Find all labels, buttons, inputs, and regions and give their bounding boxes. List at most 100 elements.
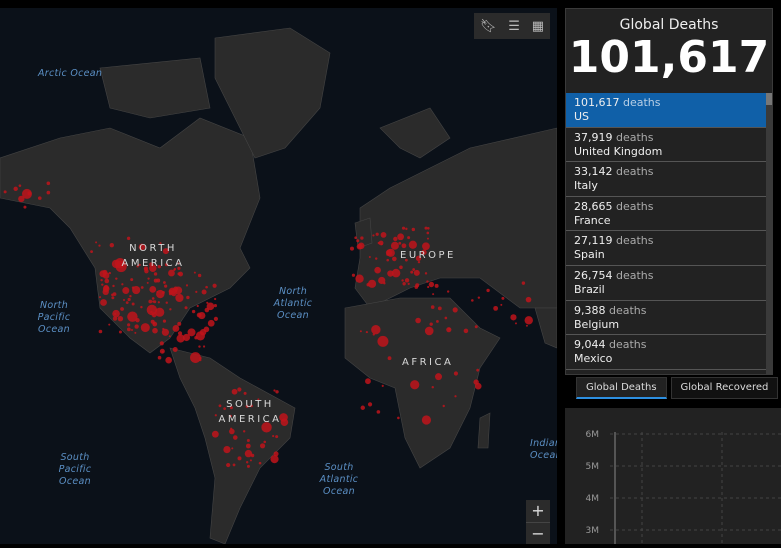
death-marker[interactable] [117,316,124,322]
death-marker[interactable] [164,284,168,288]
death-marker[interactable] [197,273,202,278]
death-marker[interactable] [245,443,251,449]
tab-global-recovered[interactable]: Global Recovered [670,377,779,399]
death-marker[interactable] [3,190,7,194]
basemap-gallery-icon[interactable]: ▦ [531,18,545,34]
death-marker[interactable] [444,316,448,320]
death-marker[interactable] [359,330,362,333]
death-marker[interactable] [131,328,134,331]
death-marker[interactable] [159,341,164,346]
death-marker[interactable] [186,295,190,300]
death-marker[interactable] [525,296,532,303]
death-marker[interactable] [245,461,249,464]
death-marker[interactable] [407,236,411,240]
death-marker[interactable] [424,326,434,336]
death-marker[interactable] [177,321,182,326]
death-marker[interactable] [129,294,132,298]
death-marker[interactable] [377,335,389,347]
death-marker[interactable] [118,330,122,334]
death-marker[interactable] [514,322,517,325]
death-marker[interactable] [429,322,433,326]
death-marker[interactable] [398,241,402,245]
death-marker[interactable] [100,278,103,282]
death-marker[interactable] [232,463,236,467]
country-list-item[interactable]: 33,142 deaths Italy [566,162,766,197]
death-marker[interactable] [46,181,51,186]
death-marker[interactable] [435,373,443,381]
death-marker[interactable] [442,404,445,408]
death-marker[interactable] [140,305,143,309]
death-marker[interactable] [411,227,416,232]
death-marker[interactable] [205,285,208,289]
death-marker[interactable] [214,297,217,301]
death-marker[interactable] [184,306,188,310]
death-marker[interactable] [367,402,373,407]
death-marker[interactable] [172,347,178,353]
death-marker[interactable] [127,311,138,322]
death-marker[interactable] [378,276,386,285]
death-marker[interactable] [140,323,150,333]
death-marker[interactable] [134,331,137,334]
death-marker[interactable] [410,270,414,274]
death-marker[interactable] [146,281,149,284]
death-marker[interactable] [177,266,181,270]
death-marker[interactable] [165,301,168,304]
country-list-item[interactable]: 28,665 deaths France [566,197,766,232]
death-marker[interactable] [245,404,249,408]
death-marker[interactable] [272,434,275,438]
death-marker[interactable] [380,243,383,246]
death-marker[interactable] [140,286,144,289]
death-marker[interactable] [169,308,172,311]
death-marker[interactable] [198,311,206,320]
bookmark-icon[interactable]: 🔖︎ [479,18,497,34]
death-marker[interactable] [408,240,417,249]
death-marker[interactable] [474,325,478,329]
death-marker[interactable] [421,415,432,425]
death-marker[interactable] [390,241,399,250]
death-marker[interactable] [415,283,420,288]
list-scrollbar[interactable] [766,93,772,374]
death-marker[interactable] [147,277,150,280]
death-marker[interactable] [98,329,103,334]
death-marker[interactable] [99,296,102,299]
death-marker[interactable] [525,324,528,327]
death-marker[interactable] [354,236,357,239]
death-marker[interactable] [501,296,505,300]
death-marker[interactable] [46,190,51,195]
death-marker[interactable] [27,191,32,196]
death-marker[interactable] [510,314,517,321]
death-marker[interactable] [168,269,175,277]
death-marker[interactable] [380,231,387,238]
death-marker[interactable] [229,428,235,435]
death-marker[interactable] [229,414,232,418]
death-marker[interactable] [393,236,398,242]
death-marker[interactable] [149,262,154,267]
death-marker[interactable] [243,391,247,395]
death-marker[interactable] [365,330,368,334]
death-marker[interactable] [424,272,428,275]
death-marker[interactable] [213,316,219,322]
death-marker[interactable] [230,427,233,430]
death-marker[interactable] [101,283,104,286]
death-marker[interactable] [109,243,115,248]
death-marker[interactable] [387,356,392,361]
country-list-item[interactable]: 37,919 deaths United Kingdom [566,128,766,163]
death-marker[interactable] [426,280,429,283]
death-marker[interactable] [214,414,217,417]
death-marker[interactable] [111,296,115,300]
death-marker[interactable] [270,455,279,464]
death-marker[interactable] [155,307,165,317]
death-marker[interactable] [426,231,430,235]
death-marker[interactable] [453,371,459,376]
death-marker[interactable] [127,323,131,327]
death-marker[interactable] [173,268,176,272]
death-marker[interactable] [120,307,124,311]
death-marker[interactable] [430,305,435,309]
death-marker[interactable] [242,430,246,433]
death-marker[interactable] [431,386,434,389]
death-marker[interactable] [424,226,428,230]
death-marker[interactable] [172,325,180,332]
death-marker[interactable] [111,259,121,269]
country-list-item[interactable]: 9,388 deaths Belgium [566,301,766,336]
death-marker[interactable] [413,269,420,276]
